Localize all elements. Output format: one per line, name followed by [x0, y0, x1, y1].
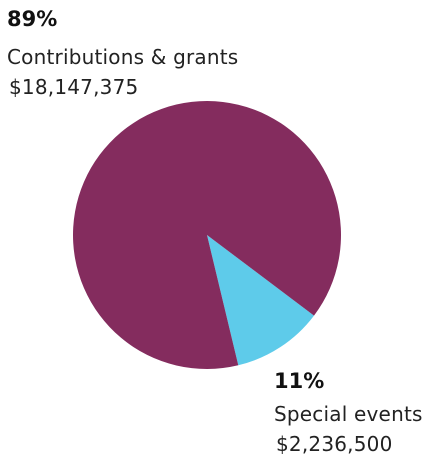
slice-name-label-contributions: Contributions & grants: [7, 45, 239, 69]
slice-amount-label-special-events: $2,236,500: [276, 432, 393, 456]
slice-percent-label-contributions: 89%: [7, 7, 58, 31]
slice-name-label-special-events: Special events: [274, 402, 423, 426]
pie-slice-contributions-grants: [73, 101, 341, 370]
slice-percent-label-special-events: 11%: [274, 369, 325, 393]
slice-amount-label-contributions: $18,147,375: [9, 75, 139, 99]
pie-slice-special-events: [207, 235, 315, 366]
